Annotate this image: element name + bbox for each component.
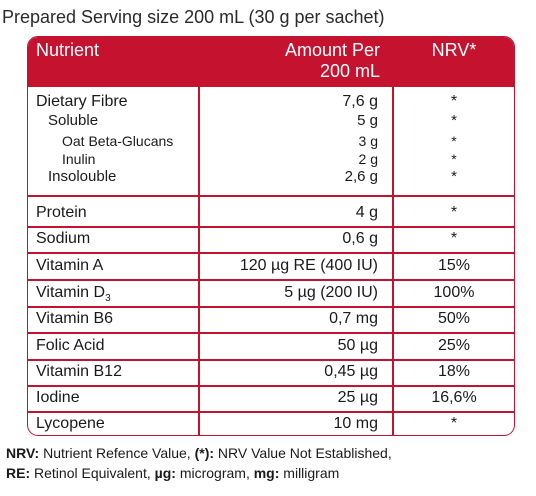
row-name: Dietary Fibre [36,93,128,110]
footnote-text: microgram, [175,465,254,481]
row-amount: 10 mg [333,415,378,432]
serving-size-caption: Prepared Serving size 200 mL (30 g per s… [2,7,385,27]
row-nrv: * [450,204,458,221]
row-amount: 7,6 g [342,93,378,110]
header-amount-line1: Amount Per [284,40,380,60]
row-nrv: * [450,230,458,247]
row-nrv: 100% [433,284,475,301]
row-nrv: * [451,151,457,167]
row-nrv: 16,6% [431,389,477,406]
row-nrv: * [450,93,458,110]
row-name: Iodine [36,389,80,406]
row-name: Vitamin A [36,257,104,274]
row-amount: 2 g [358,151,378,167]
row-amount: 0,6 g [342,230,378,247]
row-divider [28,306,514,308]
row-nrv: 25% [437,337,471,354]
row-divider [28,226,514,228]
footnote-text: Nutrient Refence Value, [39,445,195,461]
row-name-text: Vitamin D [36,284,106,301]
row-amount: 50 µg [337,337,378,354]
footnote-text: NRV Value Not Established, [214,445,392,461]
row-nrv: 18% [437,363,471,380]
row-divider [28,385,514,387]
row-amount: 4 g [355,204,378,221]
footnote-key: mg: [253,465,280,481]
row-divider [28,411,514,413]
row-nrv: 15% [437,257,471,274]
row-name: Folic Acid [36,337,105,354]
row-name: Vitamin B12 [36,363,122,380]
footnote-line2: RE: Retinol Equivalent, µg: microgram, m… [6,464,536,482]
footnote-key: RE: [6,465,31,481]
table-header: Nutrient Amount Per 200 mL NRV* [28,37,514,87]
row-name: Vitamin D3 [36,283,111,309]
row-amount: 3 g [358,133,378,149]
row-amount: 5 µg (200 IU) [284,284,378,301]
row-name: Lycopene [36,415,105,432]
row-name: Protein [36,204,87,221]
row-divider [28,279,514,281]
row-name: Sodium [36,230,91,247]
footnote-text: Retinol Equivalent, [30,465,155,481]
nutrition-table: Nutrient Amount Per 200 mL NRV* Dietary … [27,36,515,436]
footnote-key: NRV: [6,445,40,461]
column-divider [392,37,394,435]
footnote-text: milligram [279,465,340,481]
row-name-subscript: 3 [105,293,111,305]
row-divider [28,195,514,197]
row-name: Inulin [62,151,96,167]
footnote-key: (*): [194,445,215,461]
row-nrv: * [451,112,457,129]
row-amount: 25 µg [337,389,378,406]
footnote-key: µg: [154,465,176,481]
row-nrv: 50% [437,310,471,327]
row-nrv: * [450,415,458,432]
row-name: Oat Beta-Glucans [62,133,174,149]
header-amount: Amount Per 200 mL [198,40,380,82]
header-amount-line2: 200 mL [319,61,380,81]
row-name: Soluble [48,112,99,129]
row-amount: 0,45 µg [324,363,378,380]
row-divider [28,252,514,254]
row-name: Vitamin B6 [36,310,114,327]
row-nrv: * [451,168,457,185]
row-amount: 2,6 g [344,168,378,185]
column-divider [198,37,200,435]
row-name: Insolouble [48,168,117,185]
footnote-line1: NRV: Nutrient Refence Value, (*): NRV Va… [6,444,536,462]
row-nrv: * [451,133,457,149]
row-amount: 0,7 mg [329,310,378,327]
row-divider [28,359,514,361]
row-amount: 5 g [357,112,378,129]
row-divider [28,332,514,334]
header-nutrient: Nutrient [36,40,100,60]
header-nrv: NRV* [431,40,477,60]
row-amount: 120 µg RE (400 IU) [239,257,378,274]
